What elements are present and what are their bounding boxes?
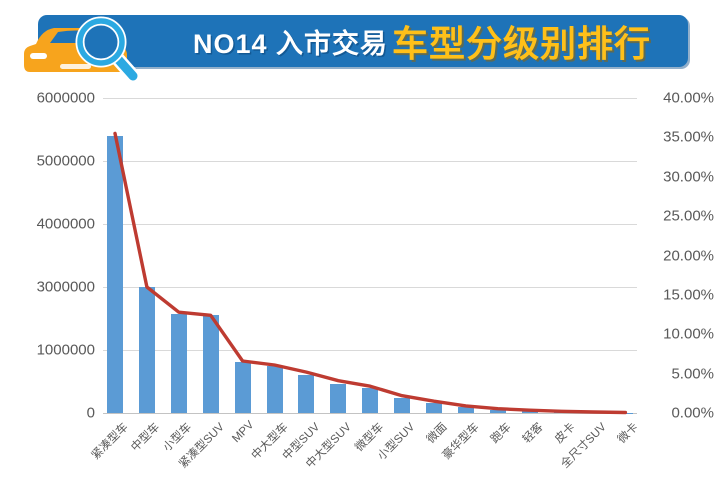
car-search-icon (24, 16, 140, 83)
y-axis-right-tick-label: 35.00% (663, 128, 714, 146)
y-axis-left-tick-label: 4000000 (36, 215, 95, 233)
bar (202, 315, 219, 413)
bar (298, 375, 315, 413)
bar (107, 135, 123, 413)
title-highlight: 车型分级别排行 (392, 23, 652, 64)
y-axis-right-tick-label: 5.00% (671, 365, 714, 383)
y-axis-left-tick-label: 6000000 (36, 89, 95, 107)
y-axis-left-tick-label: 1000000 (36, 341, 95, 359)
bar (170, 313, 187, 413)
x-axis-label: MPV (229, 419, 257, 446)
y-axis-right-tick-label: 15.00% (663, 286, 714, 304)
chart: 6000000 5000000 4000000 3000000 1000000 0 40.… (0, 80, 720, 499)
bar (362, 387, 379, 413)
x-axis-label: 紧凑型车 (89, 421, 131, 463)
y-axis-left-tick-label: 0 (86, 404, 95, 422)
bar (426, 402, 442, 413)
title-prefix: NO14 入市交易 (192, 28, 389, 59)
x-axis-label: 轻客 (520, 421, 546, 446)
magnifier-icon (75, 16, 140, 83)
bar (521, 410, 538, 413)
y-axis-right-tick-label: 30.00% (663, 168, 714, 186)
bar (457, 407, 474, 413)
bar (234, 361, 251, 413)
y-axis-left-tick-label: 3000000 (36, 278, 95, 296)
gridline (103, 98, 637, 99)
x-axis-label: 微卡 (616, 421, 642, 446)
trend-line (113, 131, 628, 415)
x-axis-label: 跑车 (488, 421, 514, 446)
y-axis-right-tick-label: 40.00% (663, 89, 714, 107)
x-axis-label: 中型车 (129, 421, 163, 455)
bar (394, 397, 411, 413)
bar (266, 365, 283, 413)
header-banner: NO14 入市交易 车型分级别排行 (24, 15, 688, 83)
gridline (103, 413, 637, 414)
y-axis-right-tick-label: 25.00% (663, 207, 714, 225)
gridline (103, 350, 637, 351)
bar (330, 384, 347, 413)
y-axis-right-tick-label: 20.00% (663, 247, 714, 264)
page-title: NO14 入市交易 车型分级别排行 (193, 15, 651, 67)
plot-area (103, 98, 637, 415)
y-axis-left-tick-label: 5000000 (36, 152, 95, 170)
bar (138, 287, 155, 413)
gridline (103, 161, 637, 162)
gridline (103, 224, 637, 225)
y-axis-right-tick-label: 10.00% (663, 325, 714, 343)
gridline (103, 287, 637, 288)
bar (489, 409, 506, 413)
y-axis-right-tick-label: 0.00% (671, 404, 714, 422)
